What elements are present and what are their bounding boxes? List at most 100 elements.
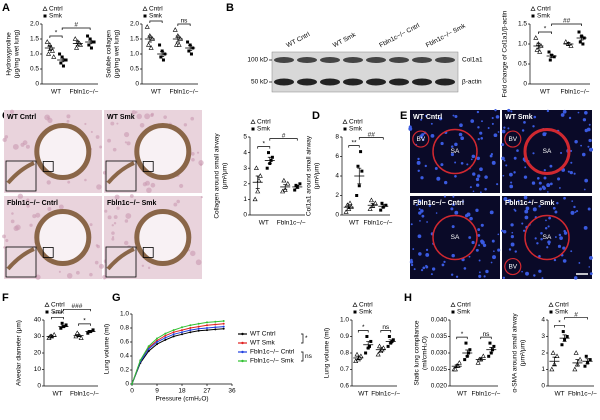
- nucleus: [455, 275, 459, 278]
- x-tick-label: Fbln1c−/−: [364, 220, 393, 227]
- nucleus: [454, 142, 458, 147]
- nucleus: [573, 276, 578, 280]
- point: [365, 335, 369, 338]
- nucleus: [538, 187, 542, 191]
- cell: [150, 182, 156, 188]
- x-tick-label: WT: [358, 391, 368, 398]
- point: [369, 339, 373, 343]
- error-bar: [489, 347, 494, 353]
- nucleus: [470, 119, 475, 123]
- airway-ring: [523, 128, 571, 175]
- band: [366, 78, 386, 86]
- nucleus: [547, 191, 549, 193]
- nucleus: [510, 235, 514, 239]
- point: [452, 366, 458, 372]
- point: [547, 50, 551, 54]
- nucleus: [452, 203, 455, 207]
- nucleus: [472, 172, 476, 176]
- nucleus: [525, 206, 530, 211]
- y-tick-label: 6: [335, 153, 339, 160]
- error-bar: [47, 45, 52, 51]
- y-tick-label: 1.5: [30, 36, 39, 43]
- nucleus: [502, 276, 506, 279]
- cell: [26, 198, 30, 202]
- nucleus: [538, 205, 541, 208]
- nucleus: [563, 229, 566, 233]
- y-axis-label: (ml/cmH₂O): [422, 336, 429, 370]
- nucleus: [450, 152, 455, 157]
- band: [297, 57, 317, 63]
- y-axis-label: Lung volume (ml): [104, 324, 111, 374]
- point: [64, 323, 68, 327]
- significance-label: #: [574, 311, 578, 318]
- nucleus: [587, 145, 590, 148]
- line: [131, 328, 224, 385]
- nucleus: [477, 233, 481, 237]
- nucleus: [552, 206, 556, 210]
- histology-image: Fbln1c−/− Cntrl: [2, 193, 104, 280]
- point: [89, 46, 93, 50]
- error-bar: [147, 35, 152, 43]
- nucleus: [417, 157, 420, 161]
- cell: [12, 143, 19, 150]
- error-bar: [283, 184, 288, 190]
- nucleus: [477, 174, 481, 178]
- nucleus: [478, 259, 481, 262]
- nucleus: [463, 267, 467, 270]
- nucleus: [452, 195, 455, 198]
- airway-ring: [432, 214, 478, 261]
- cell: [3, 246, 6, 249]
- nucleus: [507, 199, 512, 203]
- point: [44, 39, 50, 44]
- significance-bracket: [480, 336, 492, 340]
- cell: [110, 121, 115, 126]
- cell: [126, 141, 131, 146]
- nucleus: [570, 161, 573, 164]
- nucleus: [450, 207, 454, 211]
- image-label: Fbln1c−/− Smk: [505, 200, 555, 207]
- point: [72, 36, 78, 41]
- significance-label: ns: [305, 353, 313, 360]
- nucleus: [420, 209, 424, 213]
- y-axis-label: (μm²/μm): [314, 163, 321, 190]
- x-tick-label: Fbln1c−/−: [472, 391, 501, 398]
- histology-image: Fbln1c−/− Smk: [102, 194, 203, 280]
- point: [584, 354, 588, 358]
- cell: [200, 196, 203, 199]
- cell: [147, 266, 151, 270]
- nucleus: [521, 222, 524, 225]
- point: [206, 329, 208, 332]
- nucleus: [516, 149, 519, 152]
- error-bar: [346, 205, 351, 210]
- legend-label: Smk: [555, 309, 569, 316]
- nucleus: [410, 223, 413, 226]
- y-tick-label: 1.5: [518, 21, 527, 28]
- nucleus: [491, 122, 494, 125]
- significance-label: ##: [368, 131, 376, 138]
- nucleus: [503, 159, 506, 162]
- panel-label: E: [400, 110, 407, 122]
- nucleus: [553, 258, 557, 262]
- cell: [35, 212, 41, 218]
- nucleus: [450, 273, 454, 276]
- nucleus: [577, 111, 580, 114]
- inset-wall: [6, 161, 35, 185]
- legend-label: WT Smk: [250, 340, 276, 347]
- nucleus: [493, 133, 498, 138]
- point: [59, 326, 63, 330]
- image-label: WT Cntrl: [7, 114, 36, 121]
- significance-bracket: [538, 31, 552, 34]
- nucleus: [468, 255, 471, 258]
- point: [156, 339, 158, 342]
- legend-marker: [549, 310, 553, 314]
- band: [320, 57, 340, 63]
- y-axis-label: (μm²/μm): [520, 340, 527, 367]
- cell: [142, 182, 148, 187]
- field: [410, 110, 500, 193]
- significance-label: *: [461, 331, 464, 338]
- point: [197, 325, 200, 328]
- point: [549, 366, 555, 372]
- nucleus: [469, 186, 472, 189]
- nucleus: [425, 248, 429, 251]
